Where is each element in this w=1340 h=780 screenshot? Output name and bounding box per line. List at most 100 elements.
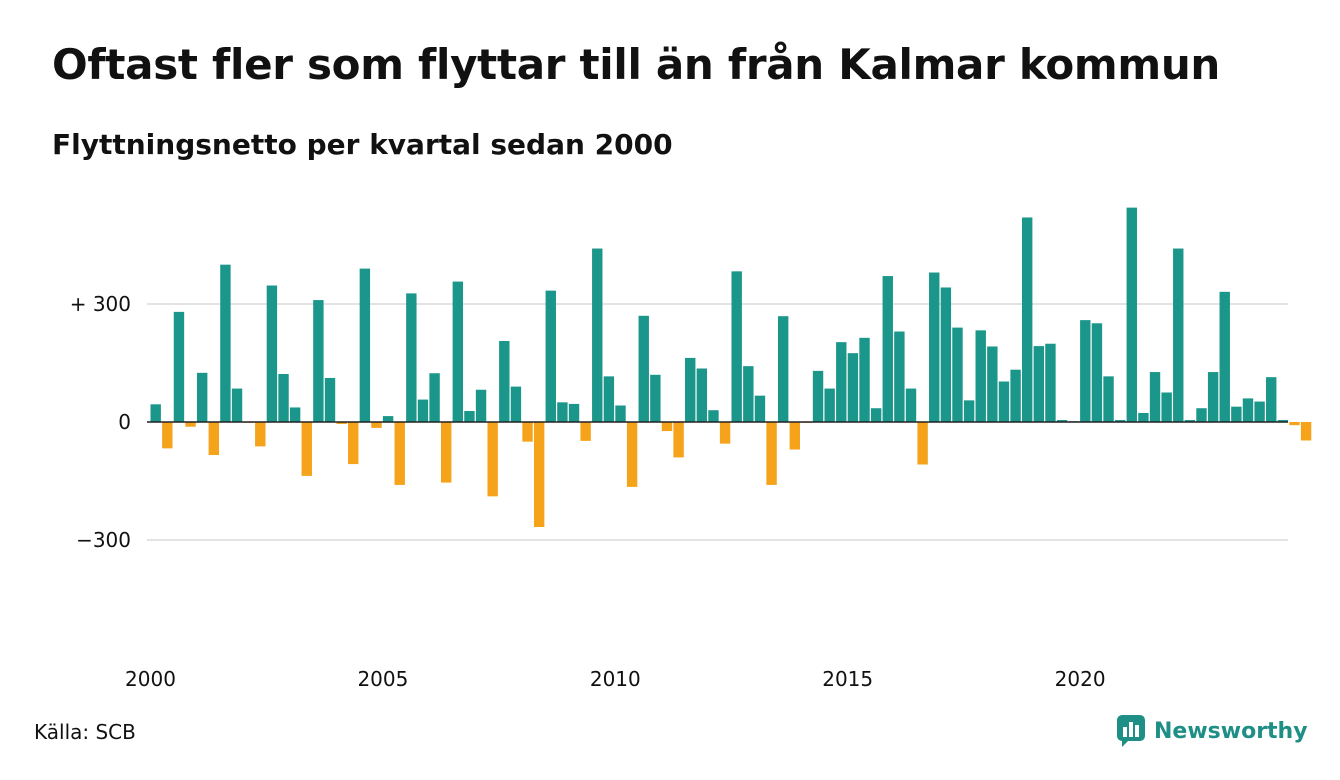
bar-2019-q1	[1033, 346, 1045, 422]
bar-2010-q1	[615, 405, 626, 422]
bar-2004-q3	[359, 268, 371, 422]
bar-2017-q3	[963, 400, 975, 422]
bar-2010-q4	[650, 374, 661, 422]
bar-2017-q4	[975, 330, 986, 422]
bar-2012-q4	[743, 366, 754, 422]
bar-2021-q1	[1126, 207, 1137, 422]
bar-2001-q4	[231, 388, 243, 422]
bar-2011-q4	[696, 368, 708, 422]
bar-2004-q4	[371, 422, 382, 428]
bar-2006-q3	[452, 281, 464, 422]
bar-2020-q1	[1080, 320, 1091, 422]
bar-2000-q2	[162, 422, 173, 449]
bar-2012-q2	[719, 422, 731, 444]
gridlines	[147, 303, 1288, 541]
bar-2009-q1	[568, 403, 580, 422]
x-tick-label: 2015	[822, 667, 873, 691]
bar-2002-q2	[255, 422, 266, 447]
x-tick-label: 2010	[590, 667, 641, 691]
bar-2001-q3	[220, 264, 231, 422]
bar-2016-q4	[929, 272, 940, 422]
bars	[150, 207, 1312, 528]
bar-2003-q3	[313, 300, 324, 422]
bar-2010-q3	[638, 315, 649, 422]
x-tick-label: 2000	[125, 667, 176, 691]
bar-2013-q2	[766, 422, 777, 485]
bar-2013-q1	[754, 395, 766, 422]
bar-2020-q4	[1114, 420, 1126, 422]
bar-2022-q1	[1173, 248, 1184, 422]
bar-2018-q1	[987, 346, 998, 422]
bar-2003-q1	[289, 407, 301, 422]
newsworthy-logo-text: Newsworthy	[1154, 718, 1308, 744]
y-axis-labels: + 300 0 −300	[70, 292, 131, 552]
bar-2003-q4	[324, 377, 336, 422]
bar-2023-q2	[1231, 406, 1242, 422]
bar-2015-q3	[870, 408, 882, 422]
bar-2010-q2	[626, 422, 638, 487]
chart-title: Oftast fler som flyttar till än från Kal…	[52, 40, 1221, 89]
bar-2024-q3	[1289, 422, 1300, 426]
bar-2000-q4	[185, 422, 196, 427]
bar-2013-q4	[789, 422, 800, 450]
bar-2024-q2	[1277, 420, 1289, 422]
newsworthy-logo-icon	[1117, 715, 1145, 747]
y-tick-label: −300	[76, 528, 131, 552]
bar-2017-q2	[952, 327, 963, 422]
bar-2021-q3	[1149, 372, 1161, 422]
bar-2006-q4	[464, 410, 475, 422]
bar-2005-q4	[417, 399, 429, 422]
bar-2021-q2	[1138, 412, 1149, 422]
bar-2007-q1	[475, 389, 487, 422]
bar-2012-q3	[731, 271, 742, 422]
bar-2006-q2	[441, 422, 452, 483]
bar-2008-q3	[545, 290, 556, 422]
bar-2018-q2	[998, 381, 1010, 422]
bar-2002-q4	[278, 374, 289, 422]
bar-2015-q2	[859, 337, 870, 422]
bar-2017-q1	[940, 287, 952, 422]
bar-2001-q2	[208, 422, 219, 456]
bar-2000-q1	[150, 404, 161, 422]
bar-2019-q2	[1045, 343, 1056, 422]
bar-2005-q3	[406, 293, 417, 422]
source-note: Källa: SCB	[34, 720, 136, 744]
bar-2004-q2	[348, 422, 359, 465]
bar-2009-q4	[603, 376, 615, 422]
bar-2022-q3	[1196, 408, 1207, 422]
bar-2006-q1	[429, 373, 440, 422]
bar-2007-q2	[487, 422, 498, 497]
bar-2008-q4	[557, 402, 568, 422]
bar-2024-q1	[1266, 377, 1277, 422]
y-tick-label: + 300	[70, 292, 131, 316]
bar-2015-q4	[882, 276, 893, 422]
bar-2007-q4	[510, 386, 522, 422]
bar-2020-q3	[1103, 376, 1114, 422]
bar-2005-q2	[394, 422, 405, 485]
newsworthy-logo[interactable]: Newsworthy	[1116, 714, 1308, 748]
bar-2024-q4	[1300, 422, 1312, 441]
bar-2005-q1	[382, 416, 394, 422]
bar-2015-q1	[847, 353, 859, 422]
bar-2011-q2	[673, 422, 684, 458]
bar-2012-q1	[708, 410, 719, 422]
bar-2014-q2	[812, 370, 824, 422]
bar-2004-q1	[336, 422, 347, 424]
bar-2019-q3	[1056, 420, 1068, 422]
bar-2008-q1	[522, 422, 533, 442]
bar-2023-q1	[1219, 291, 1230, 422]
bar-2009-q3	[592, 248, 603, 422]
bar-2022-q4	[1207, 372, 1219, 422]
x-tick-label: 2005	[357, 667, 408, 691]
bar-2016-q1	[894, 331, 905, 422]
bar-2014-q4	[836, 342, 847, 422]
bar-2016-q3	[917, 422, 928, 465]
x-tick-label: 2020	[1055, 667, 1106, 691]
bar-2007-q3	[499, 340, 510, 422]
bar-2008-q2	[533, 422, 545, 528]
chart-subtitle: Flyttningsnetto per kvartal sedan 2000	[52, 128, 673, 161]
bar-2011-q3	[685, 357, 696, 422]
bar-2018-q3	[1010, 369, 1021, 422]
bar-2001-q1	[196, 372, 208, 422]
